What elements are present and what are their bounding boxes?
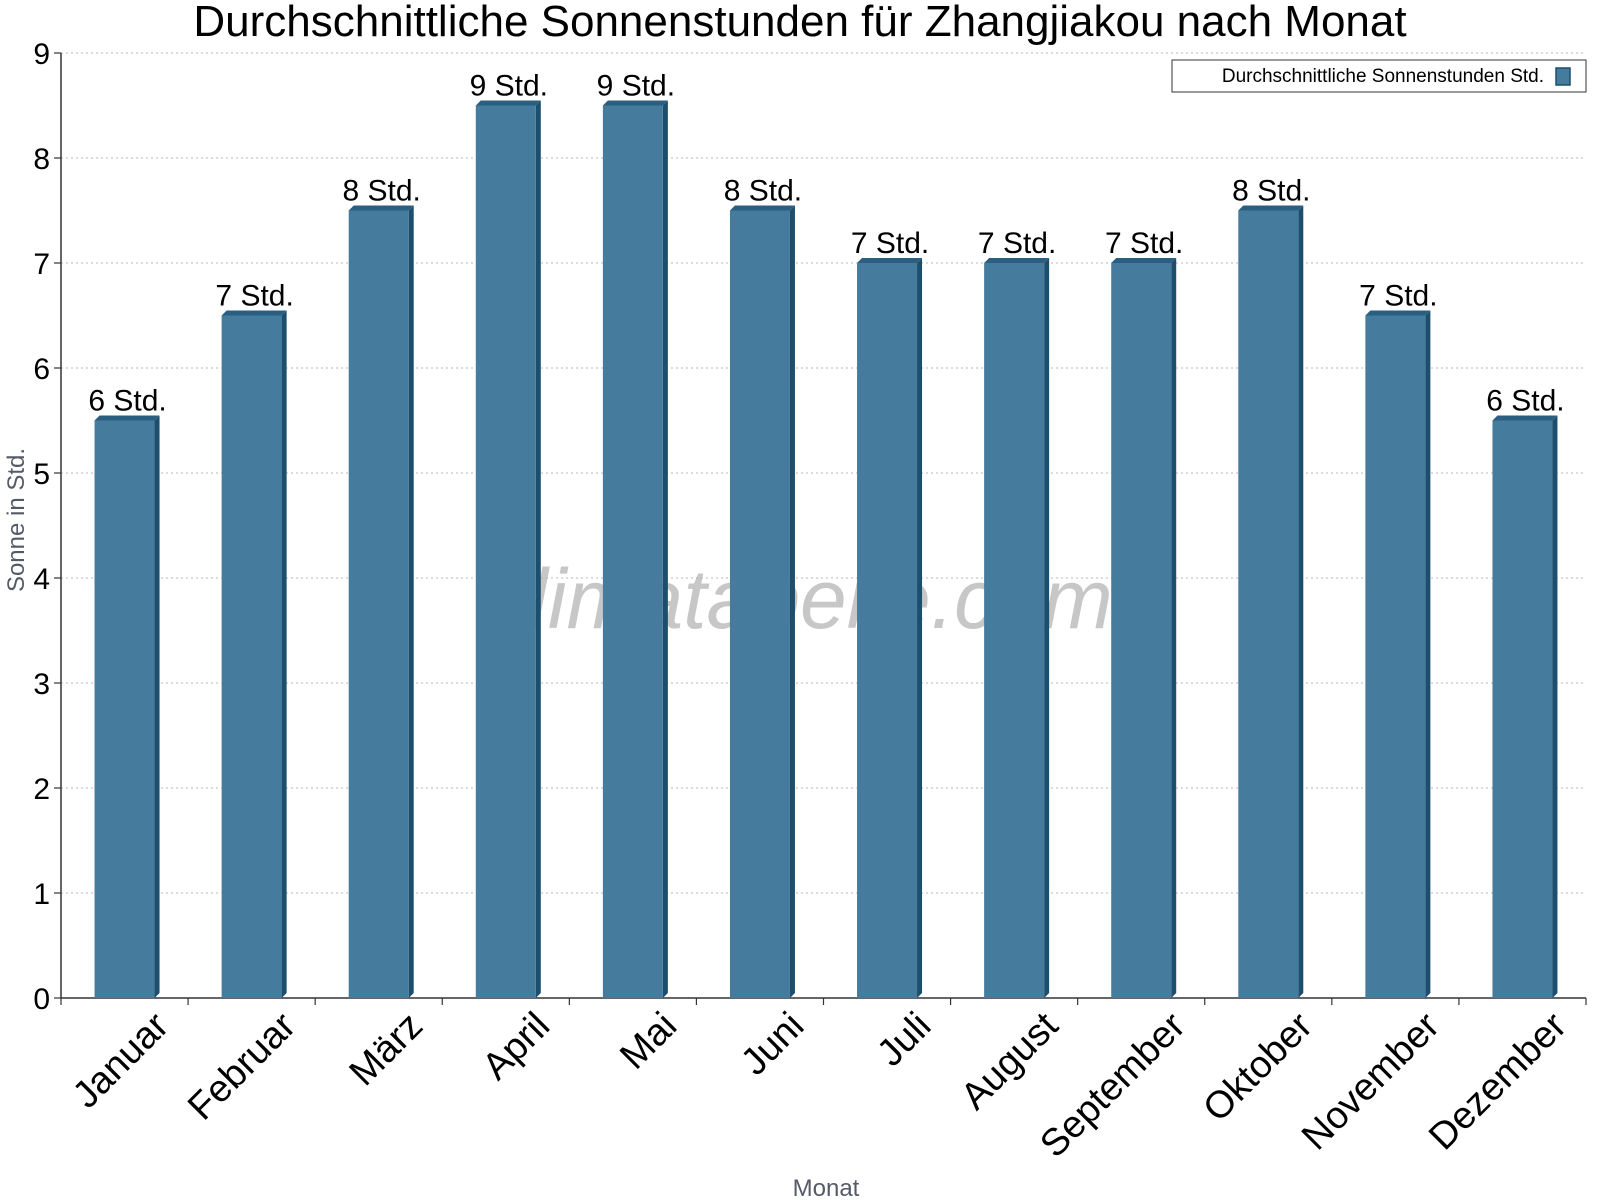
- y-axis-label: Sonne in Std.: [3, 448, 30, 592]
- bar-front: [475, 105, 536, 998]
- bar-top: [602, 100, 668, 106]
- data-label: 8 Std.: [724, 175, 802, 208]
- bar-top: [1111, 258, 1177, 263]
- y-tick-label: 0: [33, 983, 50, 1016]
- bar-front: [94, 420, 155, 998]
- bar-side: [1171, 258, 1177, 998]
- bar-side: [154, 415, 160, 998]
- bar-side: [1552, 415, 1558, 998]
- x-tick-label: Oktober: [1195, 1004, 1321, 1130]
- data-label: 7 Std.: [851, 227, 929, 260]
- bar: [94, 415, 160, 998]
- bar-top: [857, 258, 923, 263]
- y-tick-label: 7: [33, 248, 50, 281]
- bar-front: [857, 263, 918, 998]
- bar-top: [348, 205, 414, 211]
- bar-side: [281, 310, 287, 998]
- bar: [602, 100, 668, 998]
- bar-front: [729, 210, 790, 998]
- bar-top: [1238, 205, 1304, 211]
- legend-box: [1171, 59, 1587, 93]
- y-tick-label: 4: [33, 563, 50, 596]
- y-tick-label: 6: [33, 353, 50, 386]
- bar-side: [535, 100, 541, 998]
- x-tick-label: Dezember: [1421, 1004, 1575, 1158]
- data-label: 7 Std.: [978, 227, 1056, 260]
- bar-side: [662, 100, 668, 998]
- bar-front: [1492, 420, 1553, 998]
- data-label: 6 Std.: [88, 385, 166, 418]
- bars: [94, 100, 1558, 998]
- data-label: 7 Std.: [215, 280, 293, 313]
- x-tick-label: August: [953, 1004, 1067, 1118]
- x-tick-label: November: [1294, 1004, 1448, 1158]
- x-axis-label: Monat: [793, 1175, 860, 1200]
- y-tick-label: 9: [33, 38, 50, 71]
- bar-side: [408, 205, 414, 998]
- bar-side: [789, 205, 795, 998]
- bar-front: [221, 315, 282, 998]
- bar: [984, 258, 1050, 998]
- bar: [729, 205, 795, 998]
- bar-front: [984, 263, 1045, 998]
- bar: [1365, 310, 1431, 998]
- legend: Durchschnittliche Sonnenstunden Std.: [1171, 59, 1587, 93]
- bar-front: [1365, 315, 1426, 998]
- bar-front: [602, 105, 663, 998]
- bar-top: [475, 100, 541, 106]
- bar: [475, 100, 541, 998]
- data-label: 8 Std.: [1232, 175, 1310, 208]
- x-tick-label: April: [475, 1005, 558, 1088]
- bar: [221, 310, 287, 998]
- bar-side: [917, 258, 923, 998]
- bar-top: [94, 415, 160, 421]
- bar-top: [1365, 310, 1431, 316]
- data-label: 9 Std.: [597, 70, 675, 103]
- chart-title: Durchschnittliche Sonnenstunden für Zhan…: [193, 0, 1406, 46]
- bar: [1492, 415, 1558, 998]
- data-label: 9 Std.: [470, 70, 548, 103]
- grid-lines: [61, 52, 1586, 894]
- y-tick-label: 1: [33, 878, 50, 911]
- bar-front: [1111, 263, 1172, 998]
- y-tick-label: 2: [33, 773, 50, 806]
- data-label: 7 Std.: [1105, 227, 1183, 260]
- data-label: 8 Std.: [343, 175, 421, 208]
- bar-top: [1492, 415, 1558, 421]
- bar-top: [984, 258, 1050, 263]
- bar: [1238, 205, 1304, 998]
- bar-side: [1425, 310, 1431, 998]
- y-tick-label: 8: [33, 143, 50, 176]
- x-tick-label: Mai: [612, 1005, 685, 1078]
- bar-front: [348, 210, 409, 998]
- bar-top: [221, 310, 287, 316]
- data-labels: 6 Std. 7 Std. 8 Std. 9 Std. 9 Std. 8 Std. 7 St…: [88, 70, 1564, 418]
- bar: [857, 258, 923, 998]
- x-tick-label: Februar: [180, 1004, 304, 1128]
- axes: [54, 52, 1587, 1005]
- bar-front: [1238, 210, 1299, 998]
- bar: [348, 205, 414, 998]
- x-tick-label: März: [342, 1005, 431, 1094]
- y-tick-label: 5: [33, 458, 50, 491]
- legend-swatch: [1555, 67, 1571, 86]
- data-label: 6 Std.: [1486, 385, 1564, 418]
- bar-top: [729, 205, 795, 211]
- x-tick-label: Juli: [869, 1005, 939, 1075]
- x-tick-label: Juni: [733, 1005, 812, 1084]
- bar: [1111, 258, 1177, 998]
- x-tick-label: Januar: [65, 1004, 177, 1116]
- bar-side: [1298, 205, 1304, 998]
- y-tick-label: 3: [33, 668, 50, 701]
- bar-side: [1044, 258, 1050, 998]
- data-label: 7 Std.: [1359, 280, 1437, 313]
- legend-label: Durchschnittliche Sonnenstunden Std.: [1222, 66, 1544, 87]
